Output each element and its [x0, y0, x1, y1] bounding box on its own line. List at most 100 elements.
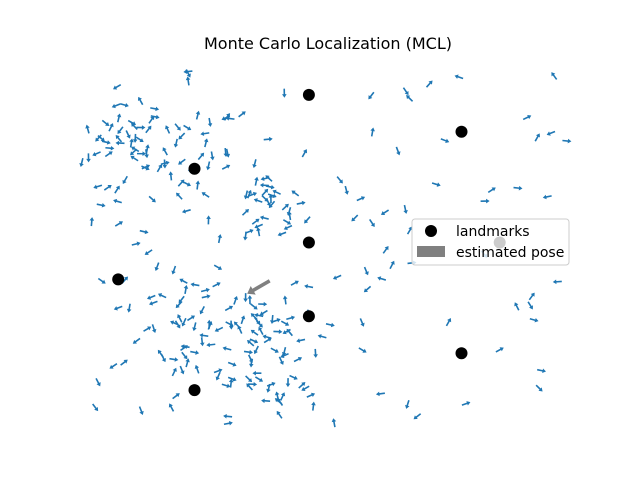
particle-arrow — [274, 391, 280, 401]
particle-arrow — [313, 348, 318, 358]
particle-arrow — [179, 365, 185, 375]
particle-arrow — [259, 215, 269, 220]
particle-arrow — [178, 295, 185, 304]
particle-arrow — [101, 119, 110, 127]
particle-arrow — [127, 119, 137, 126]
particle-arrow — [332, 274, 342, 280]
particle-arrow — [79, 158, 84, 167]
particle-arrow — [105, 145, 115, 151]
particle-arrow — [183, 124, 192, 131]
particle-arrow — [454, 74, 464, 80]
particle-arrow — [213, 264, 223, 270]
particle-arrow — [194, 364, 200, 374]
particle-arrow — [93, 184, 103, 190]
particle-arrow — [223, 413, 233, 419]
particle-arrow — [200, 287, 210, 293]
particle-arrow — [172, 393, 180, 400]
particle-arrow — [304, 284, 314, 289]
particle-arrow — [495, 347, 504, 353]
particle-arrow — [186, 315, 196, 322]
particle-arrow — [279, 392, 286, 401]
particle-arrow — [181, 209, 191, 214]
particle-arrow — [115, 140, 125, 146]
particle-arrow — [261, 188, 269, 196]
particle-arrow — [243, 231, 248, 241]
particle-arrow — [278, 356, 284, 365]
particle-arrow — [228, 378, 234, 388]
legend-landmarks-label: landmarks — [456, 224, 530, 240]
particle-arrow — [276, 410, 283, 419]
particle-arrow — [380, 209, 390, 215]
particle-arrow — [126, 303, 132, 313]
particle-arrow — [291, 190, 300, 197]
particle-arrow — [296, 338, 306, 343]
particle-arrow — [201, 294, 211, 299]
particle-arrow — [130, 148, 138, 156]
particle-arrow — [228, 320, 234, 330]
particle-arrow — [250, 329, 259, 336]
legend-pose-label: estimated pose — [456, 245, 564, 261]
particle-arrow — [116, 113, 122, 123]
particle-arrow — [241, 208, 250, 216]
particle-arrow — [122, 175, 128, 185]
particle-arrow — [406, 95, 414, 102]
particle-arrow — [306, 392, 316, 398]
particle-arrow — [280, 320, 290, 326]
particle-arrow — [177, 179, 185, 187]
particle-arrow — [125, 130, 131, 139]
particle-arrow — [260, 176, 270, 181]
particle-arrow — [92, 151, 101, 157]
particle-arrow — [413, 413, 422, 420]
particle-arrow — [247, 189, 252, 199]
particle-arrow — [487, 187, 496, 194]
particle-arrow — [534, 133, 540, 142]
particle-arrow — [301, 149, 308, 158]
particle-arrow — [403, 204, 408, 214]
particle-arrow — [136, 125, 146, 130]
particle-arrow — [154, 262, 160, 271]
particle-arrow — [185, 76, 191, 86]
particle-arrow — [356, 196, 366, 202]
particle-arrow — [233, 321, 241, 329]
particle-arrow — [180, 344, 190, 349]
particle-arrow — [131, 241, 141, 246]
particle-arrow — [177, 314, 183, 323]
particle-arrow — [195, 180, 201, 190]
particle-arrow — [336, 176, 343, 184]
particle-arrow — [85, 124, 90, 134]
particle-arrow — [266, 381, 276, 387]
particle-arrow — [282, 88, 287, 98]
particle-arrow — [375, 391, 385, 397]
particle-arrow — [168, 403, 175, 412]
particle-arrow — [114, 221, 123, 227]
particle-arrow — [117, 126, 124, 134]
particle-arrow — [148, 195, 156, 203]
particle-arrow — [522, 114, 532, 121]
particle-arrow — [254, 223, 264, 229]
particle-arrow — [113, 83, 122, 90]
particle-arrow — [139, 229, 149, 235]
particle-arrow — [217, 234, 223, 244]
particle-arrow — [132, 133, 138, 143]
particle-arrow — [247, 340, 255, 347]
particle-arrow — [248, 358, 254, 368]
particle-arrow — [89, 217, 95, 227]
particle-arrow — [262, 334, 272, 339]
particle-arrow — [141, 165, 150, 171]
particle-arrow — [160, 160, 170, 166]
particle-arrow — [223, 420, 233, 426]
particle-arrow — [150, 106, 160, 112]
particle-arrow — [254, 312, 264, 318]
particle-arrow — [101, 140, 111, 145]
particle-arrow — [358, 347, 367, 353]
particle-arrow — [370, 127, 375, 137]
particle-arrow — [108, 123, 114, 132]
particle-arrow — [280, 352, 289, 359]
landmark-point — [302, 88, 315, 101]
estimated-pose-arrow — [247, 279, 271, 295]
particle-arrow — [382, 246, 389, 254]
particle-arrow — [201, 192, 210, 198]
particle-arrow — [461, 401, 471, 406]
particle-arrow — [552, 279, 562, 285]
particle-arrow — [270, 347, 279, 353]
